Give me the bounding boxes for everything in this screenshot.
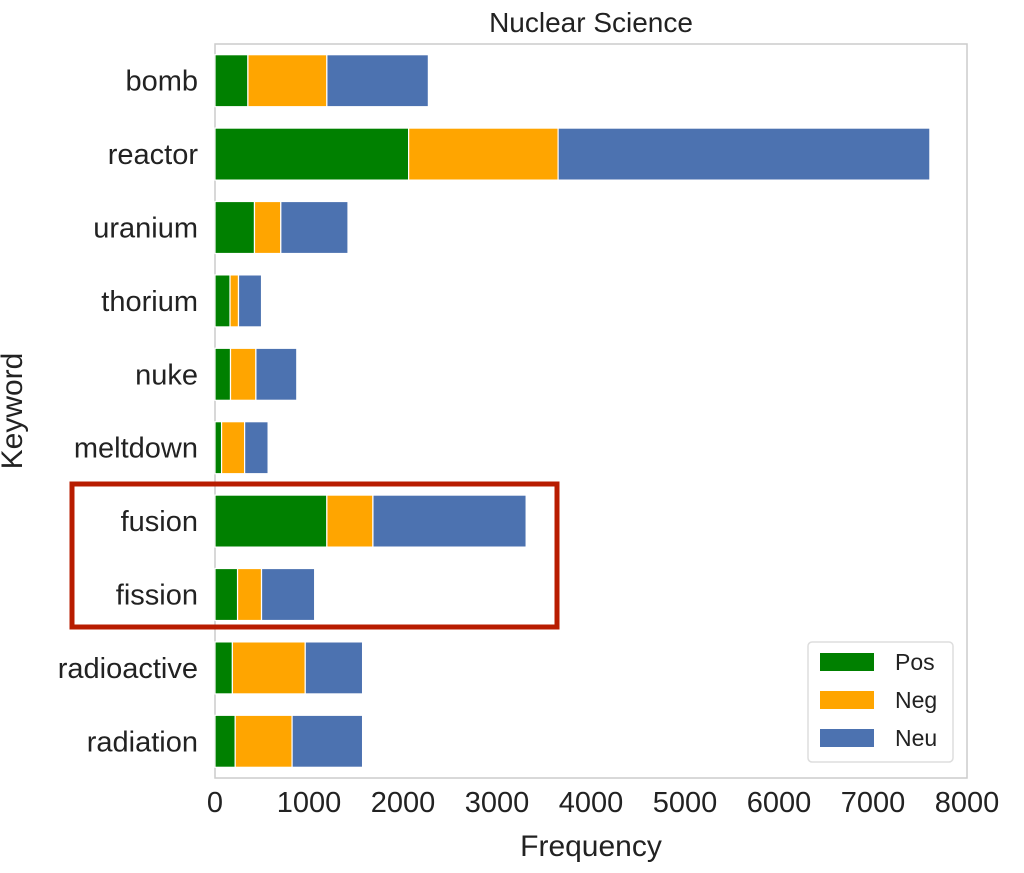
bar-fission-neg — [236, 567, 263, 622]
bar-uranium-neu — [280, 200, 349, 255]
chart-title: Nuclear Science — [489, 7, 693, 38]
bar-bomb-neg — [247, 54, 328, 108]
bar-radioactive-pos — [214, 641, 233, 695]
x-tick-label: 6000 — [747, 787, 812, 819]
bar-reactor-neg — [408, 127, 559, 181]
bar-fusion-neg — [326, 494, 374, 548]
bar-uranium-pos — [214, 200, 256, 255]
y-tick-label: radioactive — [58, 653, 198, 685]
x-tick-label: 5000 — [653, 787, 718, 819]
legend-label: Neu — [895, 725, 937, 751]
y-tick-label: radiation — [87, 726, 198, 758]
y-tick-label: fission — [116, 580, 198, 612]
legend: Pos Neg Neu — [807, 641, 954, 763]
x-tick-label: 4000 — [559, 787, 624, 819]
y-tick-label: uranium — [93, 213, 198, 245]
bar-nuke-neg — [229, 347, 257, 401]
bar-radiation-pos — [214, 714, 236, 768]
x-tick-label: 7000 — [841, 787, 906, 819]
y-tick-label: bomb — [125, 66, 198, 98]
bar-radioactive-neu — [304, 641, 364, 695]
legend-swatch-neu — [820, 729, 874, 747]
bar-radioactive-neg — [231, 641, 306, 695]
highlight-box — [69, 481, 560, 630]
bar-nuke-pos — [214, 347, 232, 401]
bar-meltdown-neg — [220, 421, 246, 475]
y-tick-label: nuke — [135, 359, 198, 391]
bar-thorium-neu — [237, 274, 263, 328]
x-tick-label: 2000 — [371, 787, 436, 819]
y-tick-label: meltdown — [74, 433, 198, 465]
plot-frame — [214, 43, 968, 779]
bar-uranium-neg — [253, 200, 282, 255]
legend-swatch-pos — [820, 653, 874, 671]
x-tick-label: 0 — [207, 787, 223, 819]
y-tick-label: fusion — [121, 506, 198, 538]
bar-bomb-pos — [214, 54, 249, 108]
y-tick-label: thorium — [101, 286, 198, 318]
bar-fission-neu — [260, 567, 316, 622]
legend-swatch-neg — [820, 691, 874, 709]
x-tick-label: 8000 — [935, 787, 1000, 819]
bar-radiation-neg — [234, 714, 293, 768]
bar-nuke-neu — [255, 347, 298, 401]
bar-radiation-neu — [291, 714, 364, 768]
bar-fusion-neu — [372, 494, 527, 548]
x-tick-label: 1000 — [277, 787, 342, 819]
bar-reactor-pos — [214, 127, 410, 181]
bar-meltdown-neu — [244, 421, 269, 475]
bar-thorium-pos — [214, 274, 231, 328]
bar-reactor-neu — [557, 127, 931, 181]
bar-fusion-pos — [214, 494, 328, 548]
legend-label: Neg — [895, 687, 937, 713]
x-axis-label: Frequency — [520, 830, 662, 863]
bar-bomb-neu — [326, 54, 429, 108]
y-tick-label: reactor — [108, 139, 199, 171]
bar-meltdown-pos — [214, 421, 223, 475]
bar-thorium-neg — [229, 274, 240, 328]
bar-fission-pos — [214, 567, 239, 622]
y-axis-label: Keyword — [0, 353, 29, 470]
legend-label: Pos — [895, 649, 935, 675]
x-tick-label: 3000 — [465, 787, 530, 819]
